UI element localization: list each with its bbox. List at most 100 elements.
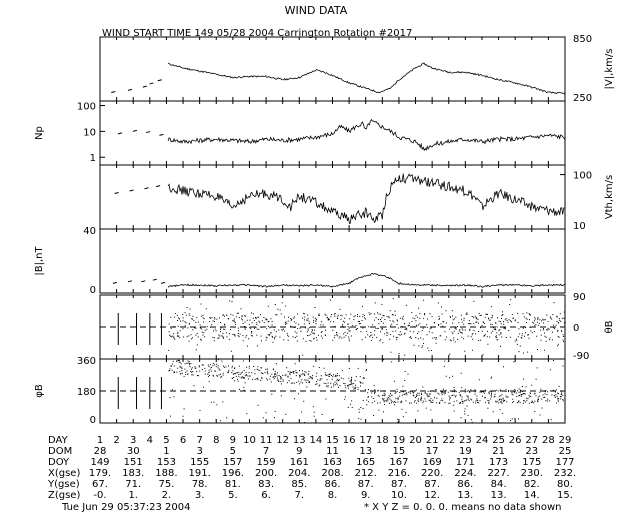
doy-value: 165 — [356, 457, 375, 468]
row-label: DAY — [48, 435, 69, 446]
early-data-point — [127, 280, 133, 283]
early-data-point — [114, 191, 119, 194]
y-tick-label: 360 — [77, 356, 96, 367]
doy-value: 157 — [223, 457, 242, 468]
xgse-value: 227. — [487, 468, 509, 479]
early-data-point — [141, 280, 146, 283]
doy-value: 177 — [555, 457, 574, 468]
early-data-point — [149, 82, 154, 85]
ygse-value: 86. — [325, 479, 341, 490]
day-label: 4 — [147, 435, 153, 446]
panel-frame — [99, 164, 566, 230]
early-data-point — [127, 88, 133, 91]
y-tick-label: 100 — [77, 102, 96, 113]
day-label: 18 — [376, 435, 389, 446]
series-line — [167, 273, 565, 288]
early-data-point — [159, 133, 164, 136]
y-tick-label: 0 — [573, 323, 579, 334]
xgse-value: 220. — [421, 468, 443, 479]
xgse-value: 183. — [122, 468, 144, 479]
y-tick-label: 10 — [573, 221, 586, 232]
doy-value: 153 — [157, 457, 176, 468]
ygse-value: 87. — [424, 479, 440, 490]
panel-5: 90 0 -90 θB — [99, 292, 615, 362]
zgse-value: 7. — [295, 490, 305, 501]
day-label: 29 — [559, 435, 572, 446]
panel-2: 100 10 1 Np — [34, 100, 566, 166]
dom-value: 1 — [163, 446, 169, 457]
zgse-value: 10. — [391, 490, 407, 501]
zgse-value: 3. — [195, 490, 205, 501]
early-data-point — [156, 185, 161, 188]
ygse-value: 83. — [258, 479, 274, 490]
row-label: DOY — [48, 457, 70, 468]
early-data-point — [112, 281, 118, 284]
panel-group: 850 250 |V|,km/s 100 10 1 Np 100 10 Vth,km/s 40 0 |B… — [34, 34, 615, 426]
ygse-value: 87. — [358, 479, 374, 490]
dom-value: 13 — [359, 446, 372, 457]
axis-title: |B|,nT — [34, 246, 45, 276]
axis-title: θB — [604, 320, 615, 333]
zgse-value: 8. — [328, 490, 338, 501]
ygse-value: 78. — [192, 479, 208, 490]
row-label: Y(gse) — [47, 479, 80, 490]
xgse-value: 232. — [554, 468, 576, 479]
day-label: 20 — [409, 435, 422, 446]
day-label: 9 — [230, 435, 236, 446]
series-line — [167, 118, 566, 152]
y-tick-label: 0 — [90, 415, 96, 426]
y-tick-label: 0 — [90, 285, 96, 296]
zgse-value: 6. — [261, 490, 271, 501]
day-label: 1 — [97, 435, 103, 446]
zgse-value: 15. — [557, 490, 573, 501]
day-label: 8 — [213, 435, 219, 446]
series-line — [168, 62, 565, 95]
panel-frame — [99, 36, 566, 102]
day-label: 13 — [293, 435, 306, 446]
doy-value: 167 — [389, 457, 408, 468]
y-tick-label: 100 — [573, 171, 592, 182]
dom-value: 9 — [296, 446, 302, 457]
ygse-value: 84. — [491, 479, 507, 490]
dom-value: 28 — [94, 446, 107, 457]
dom-value: 11 — [326, 446, 339, 457]
doy-value: 151 — [124, 457, 143, 468]
early-data-point — [111, 90, 116, 93]
ygse-value: 75. — [158, 479, 174, 490]
xgse-value: 204. — [288, 468, 310, 479]
day-label: 7 — [196, 435, 202, 446]
early-data-point — [144, 187, 149, 190]
early-data-point — [117, 132, 123, 135]
dom-value: 17 — [426, 446, 439, 457]
day-label: 12 — [276, 435, 289, 446]
doy-value: 173 — [489, 457, 508, 468]
panel-frame — [99, 100, 566, 166]
xgse-value: 208. — [321, 468, 343, 479]
dom-value: 5 — [230, 446, 236, 457]
ygse-value: 85. — [291, 479, 307, 490]
zgse-value: 9. — [361, 490, 371, 501]
panel-6: 360 180 0 φB — [34, 356, 566, 426]
day-label: 17 — [359, 435, 372, 446]
dom-value: 30 — [127, 446, 140, 457]
figure-subtitle: WIND START TIME 149 05/28 2004 Carringto… — [102, 28, 412, 39]
day-label: 2 — [113, 435, 119, 446]
panel-frame — [99, 228, 566, 294]
day-label: 19 — [393, 435, 406, 446]
doy-value: 155 — [190, 457, 209, 468]
xgse-value: 196. — [222, 468, 244, 479]
day-label: 5 — [163, 435, 169, 446]
footer-timestamp: Tue Jun 29 05:37:23 2004 — [61, 502, 191, 512]
early-data-point — [157, 79, 162, 82]
xgse-value: 216. — [388, 468, 410, 479]
series-line — [167, 173, 565, 224]
dom-value: 19 — [459, 446, 472, 457]
axis-title: Vth,km/s — [604, 175, 615, 219]
day-label: 23 — [459, 435, 472, 446]
day-label: 27 — [525, 435, 538, 446]
zgse-value: 12. — [424, 490, 440, 501]
doy-value: 171 — [456, 457, 475, 468]
xgse-value: 191. — [189, 468, 211, 479]
footer-note: * X Y Z = 0. 0. 0. means no data shown — [364, 502, 562, 512]
